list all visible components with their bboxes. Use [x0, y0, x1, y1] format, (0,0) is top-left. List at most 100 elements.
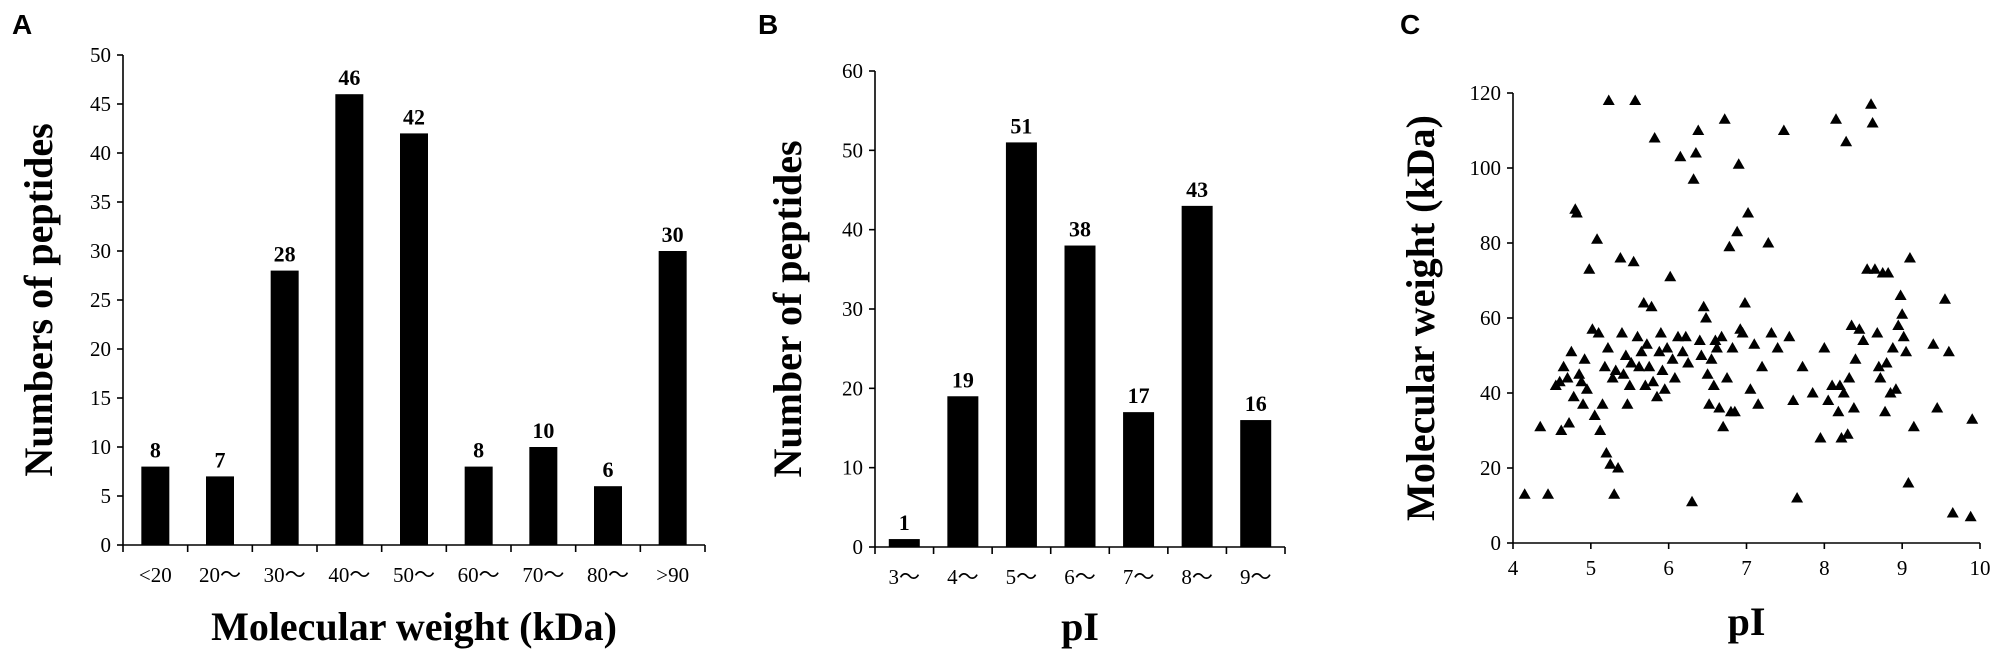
data-point-97 [1744, 383, 1757, 394]
data-point-100 [1756, 360, 1769, 372]
data-point-73 [1695, 349, 1708, 360]
bar-a-4 [335, 94, 364, 545]
data-point-5 [1553, 375, 1566, 387]
bar-a-3 [270, 270, 299, 545]
data-point-38 [1619, 349, 1632, 360]
data-point-18 [1580, 383, 1593, 394]
bar-b-1 [888, 539, 920, 547]
data-point-14 [1573, 368, 1586, 379]
data-point-41 [1625, 357, 1638, 368]
data-point-1 [1518, 488, 1531, 499]
data-point-125 [1853, 323, 1866, 334]
data-point-65 [1676, 345, 1689, 357]
data-point-113 [1826, 379, 1839, 390]
x-tick-label-c: 6 [1663, 556, 1674, 580]
bar-b-7 [1240, 420, 1272, 547]
data-point-74 [1697, 300, 1710, 312]
data-point-95 [1738, 297, 1751, 308]
data-point-58 [1658, 383, 1671, 394]
data-point-80 [1709, 334, 1722, 345]
data-point-99 [1752, 398, 1765, 409]
x-axis-title-a: Molecular weight (kDa) [211, 604, 617, 649]
data-point-85 [1718, 113, 1731, 124]
data-point-147 [1903, 252, 1916, 263]
data-point-52 [1647, 375, 1660, 387]
data-point-55 [1653, 345, 1666, 357]
data-point-16 [1577, 398, 1590, 409]
bar-a-8 [594, 486, 622, 545]
x-tick-label-b-2: 4～ [947, 565, 979, 589]
data-label-b-3: 51 [1010, 113, 1032, 138]
y-tick-label-a: 20 [90, 337, 111, 361]
data-point-30 [1604, 458, 1617, 469]
y-tick-label-a: 25 [90, 288, 111, 312]
panel-letter-c: C [1400, 9, 1420, 40]
data-point-146 [1902, 477, 1915, 488]
x-tick-label-b-3: 5～ [1006, 565, 1038, 589]
x-tick-label-c: 10 [1970, 556, 1991, 580]
panel-letter-b: B [758, 9, 778, 40]
x-tick-label-b-1: 3～ [889, 565, 921, 589]
x-tick-label-c: 5 [1586, 556, 1597, 580]
data-point-17 [1578, 353, 1591, 364]
data-point-28 [1601, 342, 1614, 353]
x-tick-label-a-9: >90 [656, 563, 689, 587]
x-tick-label-a-3: 30～ [264, 563, 306, 587]
bar-a-7 [529, 447, 558, 545]
data-point-66 [1679, 330, 1692, 342]
x-tick-label-c: 8 [1819, 556, 1830, 580]
y-tick-label-a: 50 [90, 43, 111, 67]
data-point-56 [1654, 327, 1667, 338]
x-tick-label-a-4: 40～ [328, 563, 370, 587]
data-label-b-7: 16 [1245, 391, 1267, 416]
data-point-96 [1742, 207, 1755, 218]
x-tick-label-a-2: 20～ [199, 563, 241, 587]
y-tick-label-c: 60 [1480, 306, 1501, 330]
data-point-142 [1894, 289, 1907, 300]
data-label-b-5: 17 [1128, 383, 1150, 408]
data-point-13 [1570, 207, 1583, 218]
x-tick-label-a-7: 70～ [522, 563, 564, 587]
data-point-78 [1705, 353, 1718, 364]
y-tick-label-c: 20 [1480, 456, 1501, 480]
data-point-82 [1713, 402, 1726, 413]
data-point-68 [1686, 495, 1699, 507]
x-tick-label-a-8: 80～ [587, 563, 629, 587]
data-point-155 [1966, 413, 1979, 424]
y-axis-title-c: Molecular weight (kDa) [1398, 115, 1443, 521]
data-point-61 [1666, 353, 1679, 364]
data-point-145 [1900, 345, 1913, 357]
data-point-90 [1728, 405, 1741, 417]
data-point-39 [1621, 398, 1634, 409]
data-point-81 [1710, 342, 1723, 353]
data-point-7 [1557, 360, 1570, 372]
data-label-a-8: 6 [603, 457, 614, 482]
data-point-143 [1896, 308, 1909, 319]
y-tick-label-a: 30 [90, 239, 111, 263]
data-point-69 [1687, 173, 1700, 184]
data-point-23 [1592, 327, 1605, 338]
bar-a-6 [464, 466, 493, 545]
y-tick-label-a: 45 [90, 92, 111, 116]
data-point-50 [1643, 360, 1656, 372]
data-point-151 [1938, 293, 1951, 304]
y-tick-label-b: 30 [842, 297, 863, 321]
data-point-64 [1674, 150, 1687, 162]
data-point-144 [1897, 330, 1910, 342]
y-tick-label-a: 10 [90, 435, 111, 459]
x-tick-label-a-6: 60～ [458, 563, 500, 587]
y-tick-label-a: 15 [90, 386, 111, 410]
data-point-123 [1847, 402, 1860, 413]
chart-a: A 0 5 10 15 20 25 30 35 40 45 50 8 <20 7 20～ 28 30～ 46 40～… [12, 9, 706, 649]
data-point-115 [1832, 405, 1845, 417]
data-point-130 [1868, 263, 1881, 274]
data-point-77 [1703, 398, 1716, 409]
y-tick-label-b: 0 [853, 535, 864, 559]
x-axis-title-c: pI [1728, 599, 1766, 644]
y-tick-label-a: 40 [90, 141, 111, 165]
data-point-53 [1648, 132, 1661, 143]
data-point-140 [1889, 383, 1902, 394]
data-point-44 [1631, 330, 1644, 342]
data-point-87 [1723, 240, 1736, 252]
x-tick-label-b-7: 9～ [1240, 565, 1272, 589]
